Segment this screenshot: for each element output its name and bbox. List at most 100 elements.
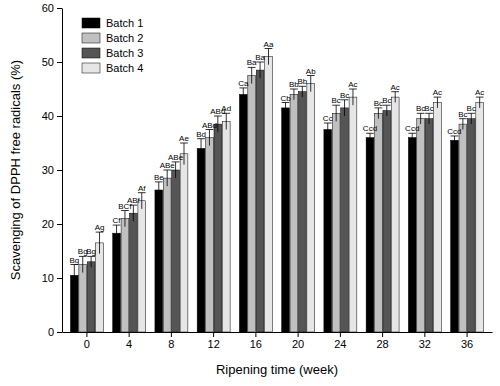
annotation: Ac xyxy=(391,83,400,92)
bar xyxy=(265,57,273,332)
bar xyxy=(451,140,459,332)
legend-item: Batch 4 xyxy=(82,62,143,74)
annotation: Ccd xyxy=(405,124,419,133)
legend-label: Batch 2 xyxy=(106,32,143,44)
legend-item: Batch 1 xyxy=(82,17,143,29)
x-tick-label: 0 xyxy=(84,338,90,350)
annotation: Ad xyxy=(221,104,231,113)
error-line xyxy=(369,133,370,142)
annotations: BgCfBeBdCaCbCcCcdCcdCcdBgBCfABeABdBaBbBc… xyxy=(69,40,484,265)
y-axis-line xyxy=(62,9,63,333)
bar xyxy=(434,103,442,333)
bar xyxy=(155,190,163,332)
x-tick: 36 xyxy=(461,332,473,350)
error-line xyxy=(454,136,455,145)
bar xyxy=(113,233,121,332)
error-line xyxy=(412,133,413,142)
error-bar xyxy=(87,256,95,267)
error-bar xyxy=(197,139,205,158)
error-bar xyxy=(434,97,442,108)
y-tick: 60 xyxy=(42,2,62,14)
bar xyxy=(163,178,171,332)
error-line xyxy=(479,97,480,108)
x-tick-mark xyxy=(86,332,87,337)
annotation: Ca xyxy=(238,79,249,88)
error-line xyxy=(471,113,472,124)
x-tick-label: 16 xyxy=(250,338,262,350)
annotation: Be xyxy=(154,173,164,182)
annotation: Bb xyxy=(297,77,307,86)
annotation: Cf xyxy=(113,216,122,225)
legend-swatch xyxy=(82,63,100,73)
error-line xyxy=(201,139,202,158)
error-bar xyxy=(324,123,332,136)
error-bar xyxy=(298,86,306,97)
bar xyxy=(214,124,222,332)
annotation: Cb xyxy=(280,94,291,103)
marks xyxy=(70,49,483,333)
x-tick-label: 28 xyxy=(376,338,388,350)
x-tick-mark xyxy=(424,332,425,337)
x-tick: 12 xyxy=(208,332,220,350)
error-line xyxy=(336,105,337,121)
bar xyxy=(324,130,332,333)
bar xyxy=(282,108,290,332)
error-bar xyxy=(163,170,171,186)
y-tick: 40 xyxy=(42,110,62,122)
error-bar xyxy=(476,97,484,108)
series xyxy=(79,67,467,332)
error-line xyxy=(175,162,176,178)
bar xyxy=(408,138,416,332)
y-tick-mark xyxy=(57,62,62,63)
bar xyxy=(239,94,247,332)
annotation: Ccd xyxy=(447,127,461,136)
legend-swatch xyxy=(82,18,100,28)
error-bar xyxy=(155,182,163,198)
x-tick: 0 xyxy=(84,332,90,350)
annotation: Ab xyxy=(306,67,316,76)
bar xyxy=(256,70,264,332)
bar xyxy=(349,97,357,332)
x-tick-label: 8 xyxy=(168,338,174,350)
x-tick: 16 xyxy=(250,332,262,350)
x-axis: 04812162024283236 xyxy=(63,332,493,350)
bar xyxy=(248,76,256,333)
legend-label: Batch 4 xyxy=(106,62,143,74)
error-line xyxy=(82,256,83,272)
error-bar xyxy=(467,113,475,124)
x-tick-label: 32 xyxy=(419,338,431,350)
bar xyxy=(222,121,230,332)
annotation: Ac xyxy=(348,80,357,89)
legend-swatch xyxy=(82,33,100,43)
bar xyxy=(96,243,104,332)
bar xyxy=(206,138,214,332)
error-line xyxy=(327,123,328,136)
annotation: Bc xyxy=(467,104,476,113)
error-bar xyxy=(408,133,416,142)
error-line xyxy=(141,193,142,209)
error-bar xyxy=(239,88,247,101)
error-line xyxy=(344,100,345,116)
error-line xyxy=(285,103,286,114)
legend-item: Batch 3 xyxy=(82,47,143,59)
error-line xyxy=(395,92,396,103)
bar xyxy=(307,84,315,332)
annotation: Bc xyxy=(424,104,433,113)
annotation: Cc xyxy=(323,114,333,123)
y-tick: 30 xyxy=(42,164,62,176)
error-line xyxy=(184,143,185,165)
annotation: ABe xyxy=(160,161,176,170)
error-bar xyxy=(282,103,290,114)
bar xyxy=(459,124,467,332)
x-tick-mark xyxy=(340,332,341,337)
error-line xyxy=(133,205,134,221)
x-tick-mark xyxy=(171,332,172,337)
error-bar xyxy=(417,113,425,124)
annotation: Ba xyxy=(255,53,265,62)
x-axis-line xyxy=(63,332,493,333)
y-tick-label: 50 xyxy=(42,56,54,68)
annotation: Bg xyxy=(69,256,79,265)
annotation: Ac xyxy=(475,88,484,97)
error-bar xyxy=(70,265,78,287)
x-tick: 32 xyxy=(419,332,431,350)
